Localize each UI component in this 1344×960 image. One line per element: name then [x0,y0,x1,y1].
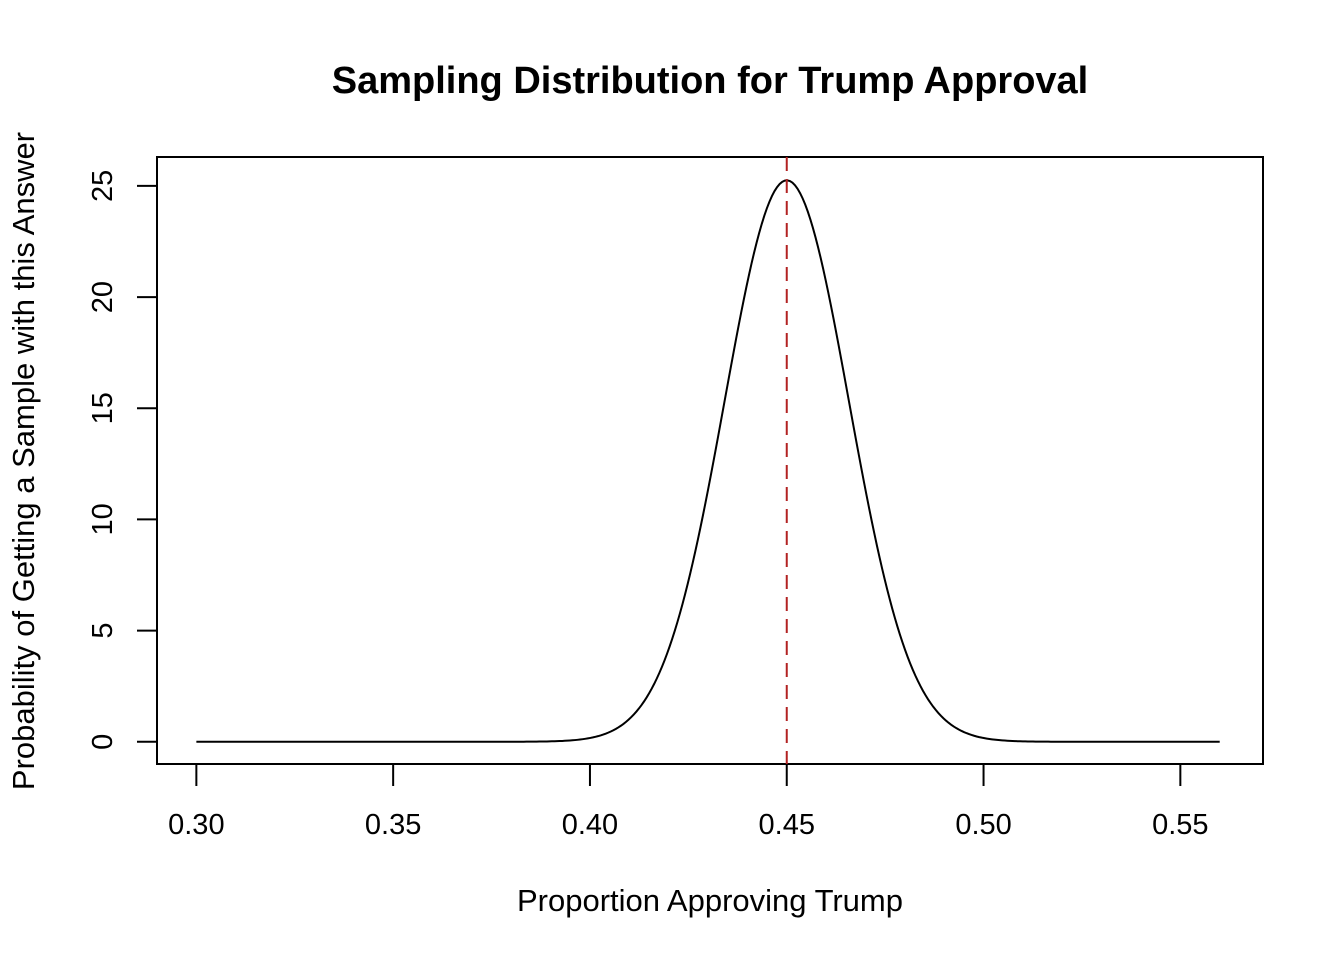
y-tick-label: 25 [87,170,119,202]
y-tick-label: 0 [87,734,119,750]
y-tick-label: 5 [87,623,119,639]
x-tick-label: 0.55 [1152,809,1208,841]
chart-title: Sampling Distribution for Trump Approval [332,60,1089,102]
x-tick-label: 0.30 [168,809,224,841]
y-axis: 0 5 10 15 20 25 [87,170,158,750]
y-tick-label: 10 [87,503,119,535]
y-axis-label: Probability of Getting a Sample with thi… [6,132,41,790]
x-tick-label: 0.40 [562,809,618,841]
x-tick-label: 0.45 [759,809,815,841]
plot-frame [156,156,1264,765]
x-tick-label: 0.35 [365,809,421,841]
y-tick-label: 15 [87,392,119,424]
density-curve [196,179,1220,743]
x-axis-label: Proportion Approving Trump [517,883,903,918]
y-tick-label: 20 [87,281,119,313]
x-tick-label: 0.50 [955,809,1011,841]
x-axis: 0.30 0.35 0.40 0.45 0.50 0.55 [168,763,1209,841]
